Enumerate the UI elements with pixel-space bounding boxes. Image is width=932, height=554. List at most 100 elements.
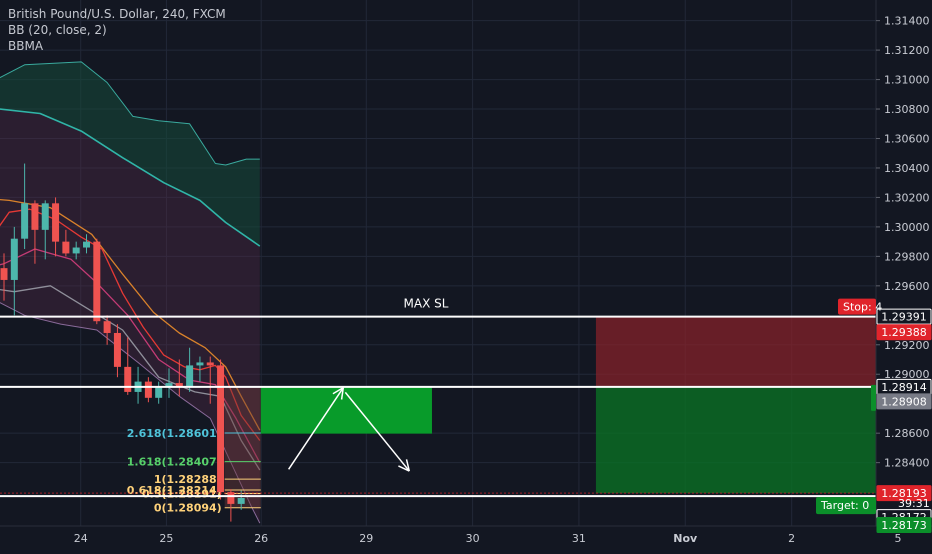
countdown: 39:31: [898, 497, 930, 510]
price-tick-label: 1.29600: [884, 280, 930, 293]
bb-upper-fill: [0, 61, 260, 247]
max-sl-label: MAX SL: [404, 297, 449, 311]
candle-body: [62, 241, 70, 254]
arrow-down: [344, 391, 410, 472]
fib-level-label: 1(1.28288): [154, 473, 222, 486]
price-tick-label: 1.28600: [884, 427, 930, 440]
bb-upper-line: [0, 61, 260, 166]
candle-body: [113, 332, 121, 367]
risk-zone: [595, 316, 920, 387]
fib-level-label: 0.5(1.28191): [142, 487, 222, 500]
indicator-bbma[interactable]: BBMA: [8, 39, 44, 53]
fib-level-label: 2.618(1.28601): [127, 427, 222, 440]
candle-body: [52, 203, 60, 242]
position-zones: [260, 316, 920, 494]
price-label-128908: [876, 393, 932, 410]
price-tick-label: 1.30600: [884, 132, 930, 145]
candle-body: [165, 383, 173, 387]
candle-body: [31, 203, 39, 230]
price-tick-label: 1.31200: [884, 44, 930, 57]
candle-body: [41, 203, 49, 230]
indicator-bb[interactable]: BB (20, close, 2): [8, 23, 107, 37]
price-label-128193: [876, 485, 932, 502]
reward-zone: [595, 386, 920, 494]
drawn-arrows[interactable]: [288, 387, 411, 472]
candle-body: [124, 366, 132, 392]
arrow-down-head: [398, 465, 410, 472]
price-label-128908-text: 1.28908: [881, 395, 927, 408]
price-label-129391-text: 1.29391: [881, 311, 927, 324]
price-tick-label: 1.29800: [884, 250, 930, 263]
price-tick-label: 1.31400: [884, 15, 930, 28]
arrow-up-head: [340, 387, 345, 400]
candle-body: [103, 321, 111, 333]
candle-body: [83, 241, 90, 248]
candle-body: [196, 362, 204, 366]
chart-title[interactable]: British Pound/U.S. Dollar, 240, FXCM: [8, 7, 226, 21]
candle-body: [186, 365, 194, 387]
price-label-128173: [876, 516, 932, 533]
bb-lower-line: [0, 302, 261, 524]
candle-body: [227, 492, 235, 504]
price-tick-label: 1.28400: [884, 457, 930, 470]
price-tick-label: 1.30000: [884, 221, 930, 234]
fib-background: [224, 386, 261, 508]
price-tick-label: 1.29200: [884, 339, 930, 352]
candle-body: [72, 247, 80, 254]
bbma-gray-line: [0, 285, 261, 471]
candle-body: [175, 383, 183, 387]
candle-body: [21, 203, 29, 239]
time-tick-label: 5: [894, 532, 901, 545]
target-tag: [816, 497, 876, 515]
time-tick-label: 24: [74, 532, 88, 545]
price-label-129391: [876, 308, 932, 325]
fib-level-label: 1.618(1.28407): [127, 456, 222, 469]
price-label-129388-text: 1.29388: [881, 326, 927, 339]
time-tick-label: 26: [254, 532, 268, 545]
chart-legend: British Pound/U.S. Dollar, 240, FXCM BB …: [8, 6, 226, 54]
entry-handle: [871, 384, 876, 411]
candle-body: [93, 241, 101, 322]
price-axis[interactable]: 1.31400 1.31200 1.31000 1.30800 1.30600 1.304…: [875, 0, 932, 550]
price-tick-label: 1.30200: [884, 191, 930, 204]
time-axis[interactable]: 23242526293031Nov25: [0, 525, 932, 550]
horizontal-levels[interactable]: MAX SL: [0, 297, 876, 498]
candle-body: [155, 386, 163, 398]
fib-level-label: 0(1.28094): [154, 502, 222, 515]
price-tick-label: 1.30400: [884, 162, 930, 175]
price-tick-label: 1.29000: [884, 368, 930, 381]
time-tick-label: 30: [466, 532, 480, 545]
target-tag-text: Target: 0: [820, 499, 869, 512]
price-label-128173-text: 1.28173: [881, 519, 927, 532]
candle-body: [217, 365, 225, 493]
price-tick-label: 1.30800: [884, 103, 930, 116]
bb-basis-line: [0, 108, 261, 247]
stop-tag: [838, 298, 876, 315]
stop-tag-text: Stop: 4: [843, 301, 882, 314]
arrow-up: [288, 387, 344, 470]
fib-level-label: 0.618(1.28214): [127, 484, 222, 497]
candlesticks: [0, 163, 245, 522]
price-tick-label: 1.31000: [884, 74, 930, 87]
price-axis-bg: [876, 0, 932, 550]
time-tick-label: 25: [159, 532, 173, 545]
fibonacci-tool[interactable]: 2.618(1.28601) 1.618(1.28407) 1(1.28288)0.…: [127, 386, 261, 515]
time-tick-label: 31: [572, 532, 586, 545]
arrow-up-head: [332, 387, 344, 395]
candle-body: [144, 381, 152, 398]
candle-body: [10, 238, 18, 280]
time-axis-bg: [0, 526, 932, 550]
price-label-128193-text: 1.28193: [881, 487, 927, 500]
price-label-129388: [876, 324, 932, 341]
time-tick-label: 2: [788, 532, 795, 545]
time-tick-label: 29: [359, 532, 373, 545]
candle-body: [206, 362, 214, 366]
time-tick-label: Nov: [673, 532, 698, 545]
candle-body: [0, 268, 8, 280]
candle-body: [237, 498, 245, 504]
arrow-down-head: [405, 459, 411, 472]
price-label-128914-text: 1.28914: [881, 381, 927, 394]
